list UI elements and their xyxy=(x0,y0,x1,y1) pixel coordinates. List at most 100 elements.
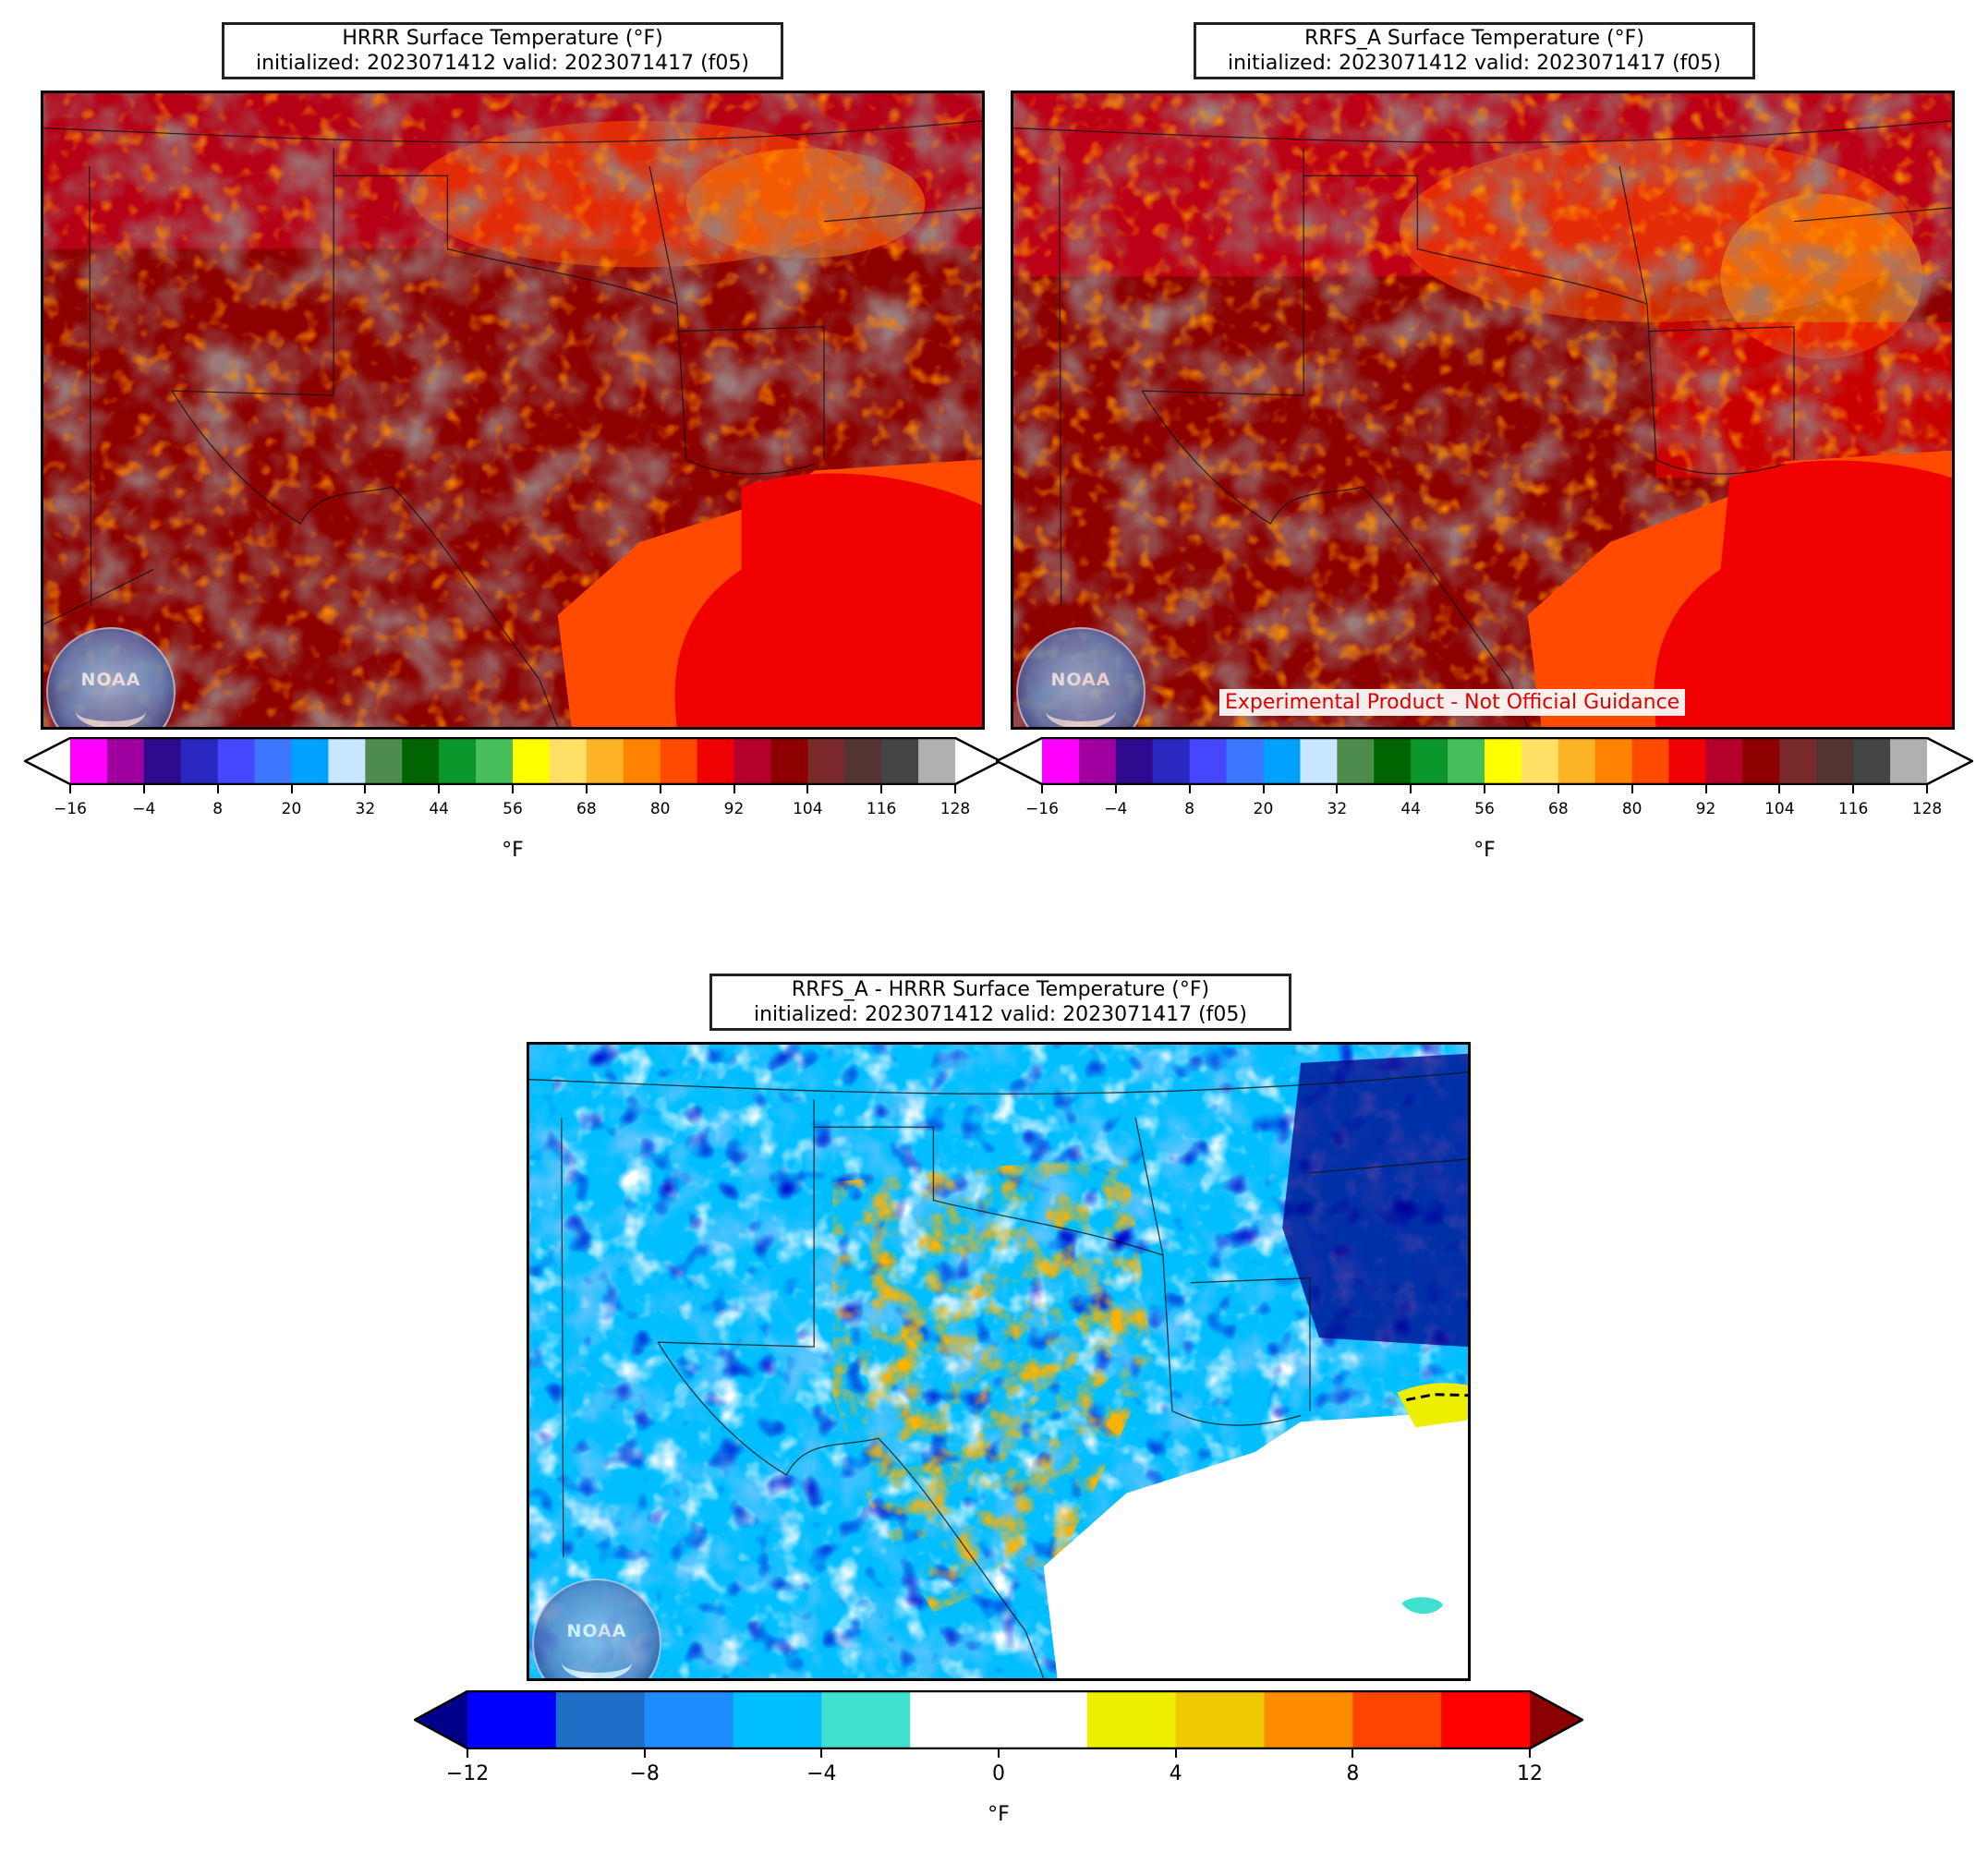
colorbar-tick-label: −8 xyxy=(629,1762,660,1785)
colorbar-tick xyxy=(1188,785,1191,793)
colorbar-tick-label: 68 xyxy=(1548,800,1569,818)
diff-title-line2: initialized: 2023071412 valid: 202307141… xyxy=(754,1003,1247,1026)
colorbar-tick-label: 128 xyxy=(1911,800,1943,818)
colorbar-tick xyxy=(364,785,367,793)
colorbar-tick-label: 56 xyxy=(1474,800,1495,818)
colorbar-swatch xyxy=(555,1691,646,1748)
colorbar-tick-label: −12 xyxy=(445,1762,490,1785)
colorbar-swatch xyxy=(1448,738,1485,784)
colorbar-swatch xyxy=(1175,1691,1266,1748)
colorbar-swatch xyxy=(1668,738,1707,784)
diff-title: RRFS_A - HRRR Surface Temperature (°F) i… xyxy=(709,974,1291,1031)
colorbar-swatch xyxy=(1705,738,1744,784)
noaa-logo: NOAA xyxy=(46,627,176,727)
colorbar-graphic xyxy=(412,1689,1585,1750)
colorbar-swatch xyxy=(1264,1691,1353,1748)
experimental-disclaimer: Experimental Product - Not Official Guid… xyxy=(1219,689,1686,716)
colorbar-swatch xyxy=(1521,738,1559,784)
colorbar-tick xyxy=(643,1749,646,1758)
colorbar-tick-label: −4 xyxy=(1104,800,1128,818)
colorbar-tick-label: 32 xyxy=(1327,800,1348,818)
colorbar-swatch xyxy=(881,738,919,784)
colorbar-tick-label: 80 xyxy=(649,800,671,818)
colorbar-tick-label: 12 xyxy=(1517,1762,1543,1785)
colorbar-tick xyxy=(142,785,145,793)
colorbar-tick-label: 92 xyxy=(1695,800,1716,818)
colorbar-swatch xyxy=(1631,738,1670,784)
colorbar-swatch xyxy=(586,738,624,784)
colorbar-tick xyxy=(69,785,71,793)
colorbar-swatch xyxy=(328,738,366,784)
colorbar-tick-label: 20 xyxy=(1253,800,1274,818)
colorbar-tick xyxy=(1336,785,1339,793)
colorbar-tick xyxy=(467,1749,468,1758)
colorbar-tick xyxy=(1926,785,1928,793)
rrfs-colorbar-unit: °F xyxy=(1473,839,1496,862)
colorbar-swatch xyxy=(697,738,735,784)
colorbar-swatch xyxy=(1558,738,1596,784)
colorbar-swatch xyxy=(513,738,551,784)
colorbar-swatch xyxy=(1263,738,1302,784)
colorbar-swatch xyxy=(254,738,293,784)
colorbar-swatch xyxy=(291,738,330,784)
colorbar-tick xyxy=(820,1749,823,1758)
colorbar-tick xyxy=(954,785,956,793)
colorbar-swatch xyxy=(180,738,219,784)
colorbar-tick-label: 68 xyxy=(576,800,597,818)
colorbar-tick xyxy=(438,785,441,793)
diff-title-line1: RRFS_A - HRRR Surface Temperature (°F) xyxy=(791,978,1210,1001)
noaa-logo: NOAA xyxy=(532,1579,661,1678)
rrfs-temperature-map: NOAA Experimental Product - Not Official… xyxy=(1011,91,1955,730)
colorbar-swatch xyxy=(106,738,145,784)
colorbar-tick-label: 8 xyxy=(1346,1762,1360,1785)
colorbar-graphic xyxy=(994,736,1975,786)
colorbar-tick xyxy=(1852,785,1855,793)
colorbar-swatch xyxy=(1890,738,1928,784)
colorbar-tick xyxy=(1704,785,1707,793)
hrrr-colorbar xyxy=(22,736,1003,786)
colorbar-tick xyxy=(1529,1749,1531,1758)
rrfs-colorbar xyxy=(994,736,1975,786)
colorbar-tick-label: 20 xyxy=(281,800,302,818)
colorbar-swatch xyxy=(70,738,108,784)
colorbar-tick-label: 56 xyxy=(503,800,523,818)
colorbar-tick-label: −4 xyxy=(132,800,156,818)
colorbar-tick xyxy=(880,785,883,793)
colorbar-swatch xyxy=(439,738,477,784)
colorbar-tick-label: 8 xyxy=(212,800,224,818)
colorbar-swatch xyxy=(918,738,956,784)
colorbar-swatch xyxy=(644,1691,734,1748)
colorbar-swatch xyxy=(660,738,698,784)
rrfs-title-line1: RRFS_A Surface Temperature (°F) xyxy=(1304,27,1644,50)
colorbar-extend-max xyxy=(1530,1691,1582,1748)
colorbar-swatch xyxy=(1485,738,1522,784)
colorbar-tick-label: 116 xyxy=(866,800,897,818)
colorbar-swatch xyxy=(1078,738,1117,784)
colorbar-swatch xyxy=(770,738,808,784)
colorbar-tick-label: 92 xyxy=(723,800,745,818)
difference-colorbar xyxy=(412,1689,1585,1750)
colorbar-swatch xyxy=(1352,1691,1442,1748)
colorbar-tick-label: 32 xyxy=(355,800,376,818)
colorbar-swatch xyxy=(623,738,661,784)
colorbar-swatch xyxy=(733,738,772,784)
noaa-logo-text: NOAA xyxy=(1050,670,1111,690)
difference-colorbar-unit: °F xyxy=(988,1803,1010,1826)
colorbar-tick xyxy=(1484,785,1485,793)
colorbar-swatch xyxy=(807,738,845,784)
colorbar-tick xyxy=(1041,785,1043,793)
colorbar-tick xyxy=(733,785,735,793)
colorbar-swatch xyxy=(549,738,588,784)
colorbar-tick-label: 116 xyxy=(1837,800,1869,818)
colorbar-tick-label: 4 xyxy=(1169,1762,1182,1785)
colorbar-tick xyxy=(1630,785,1633,793)
colorbar-swatch xyxy=(1779,738,1817,784)
colorbar-tick-label: −4 xyxy=(806,1762,837,1785)
colorbar-tick xyxy=(1262,785,1265,793)
colorbar-tick xyxy=(290,785,293,793)
colorbar-swatch xyxy=(1594,738,1633,784)
hrrr-temperature-map: NOAA xyxy=(41,91,985,730)
colorbar-outline xyxy=(412,1689,1585,1750)
colorbar-tick-label: −16 xyxy=(1025,800,1059,818)
colorbar-swatch xyxy=(1300,738,1338,784)
